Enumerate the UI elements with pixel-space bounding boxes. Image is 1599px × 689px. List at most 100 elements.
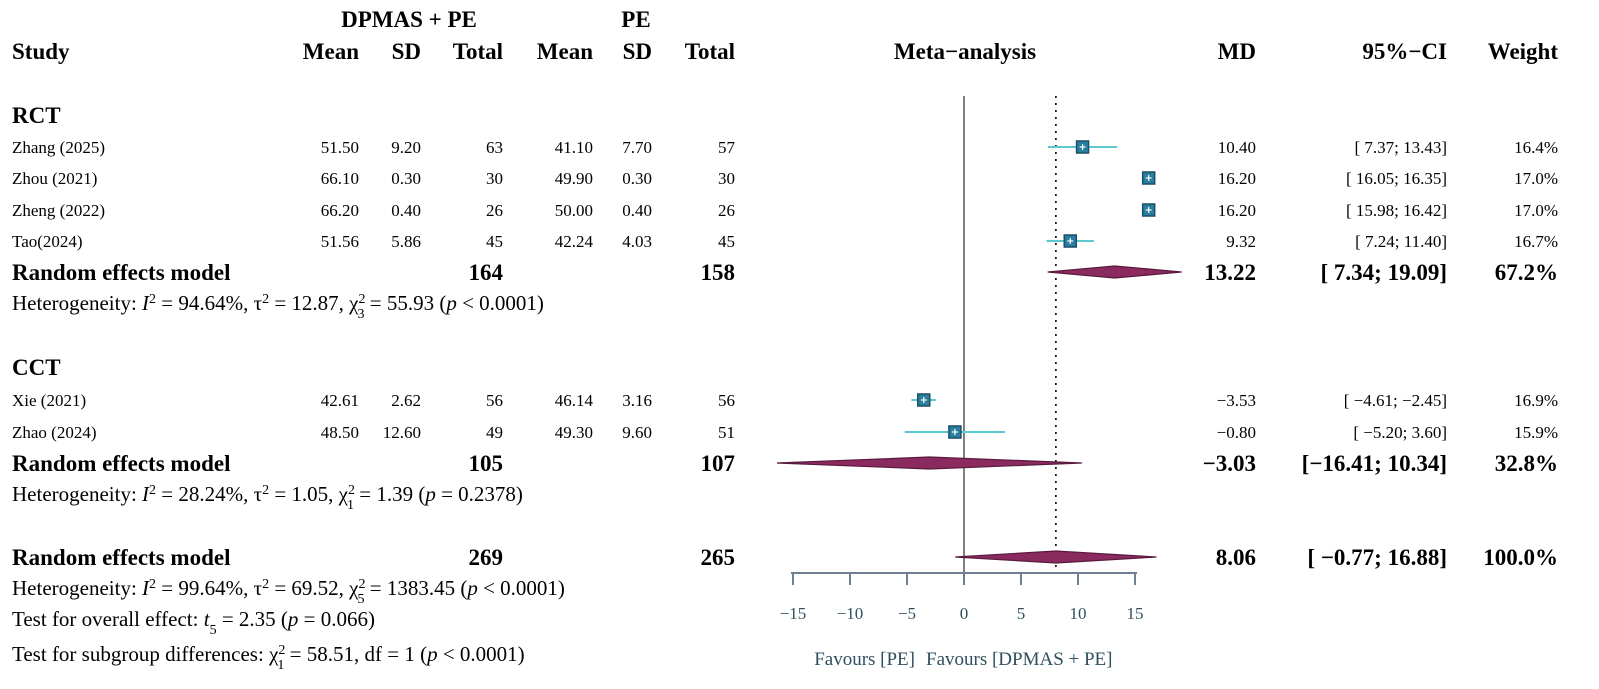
study-name: Zhang (2025)	[12, 138, 105, 157]
mean-exp: 66.20	[321, 201, 359, 220]
sd-exp: 0.30	[391, 169, 421, 188]
md-value: −0.80	[1217, 423, 1256, 442]
weight-value: 17.0%	[1514, 201, 1558, 220]
mean-ctl: 50.00	[555, 201, 593, 220]
favours-right-label: Favours [DPMAS + PE]	[926, 649, 1112, 670]
total-ctl: 30	[718, 169, 735, 188]
total-ctl: 57	[718, 138, 736, 157]
subgroup-rct-summary-ci: [ 7.34; 19.09]	[1321, 260, 1447, 285]
md-value: 9.32	[1226, 232, 1256, 251]
chart-title: Meta−analysis	[894, 39, 1036, 64]
column-header-ci: 95%−CI	[1362, 39, 1447, 64]
study-name: Tao(2024)	[12, 232, 83, 251]
column-header-study: Study	[12, 39, 70, 64]
summary-diamond	[776, 456, 1082, 470]
heterogeneity-overall: Heterogeneity: I2 = 99.64%, τ2 = 69.52, …	[12, 576, 565, 607]
column-header-mean-ctl: Mean	[537, 39, 593, 64]
mean-exp: 48.50	[321, 423, 359, 442]
ci-value: [ 7.24; 11.40]	[1355, 232, 1447, 251]
sd-ctl: 0.30	[622, 169, 652, 188]
subgroup-cct-summary-total-exp: 105	[469, 451, 504, 476]
sd-ctl: 4.03	[622, 232, 652, 251]
study-name: Zhou (2021)	[12, 169, 97, 188]
test-overall-effect: Test for overall effect: t5 = 2.35 (p = …	[12, 607, 375, 638]
md-value: 16.20	[1218, 201, 1256, 220]
overall-summary-weight: 100.0%	[1483, 545, 1558, 570]
total-ctl: 26	[718, 201, 735, 220]
overall-summary-md: 8.06	[1216, 545, 1256, 570]
study-name: Zhao (2024)	[12, 423, 97, 442]
total-ctl: 56	[718, 391, 735, 410]
column-header-md: MD	[1218, 39, 1256, 64]
weight-value: 15.9%	[1514, 423, 1558, 442]
overall-summary-label: Random effects model	[12, 545, 230, 570]
total-exp: 45	[486, 232, 503, 251]
sd-ctl: 0.40	[622, 201, 652, 220]
weight-value: 17.0%	[1514, 169, 1558, 188]
sd-ctl: 9.60	[622, 423, 652, 442]
total-exp: 56	[486, 391, 503, 410]
subgroup-label-rct: RCT	[12, 103, 61, 128]
ci-value: [ −5.20; 3.60]	[1353, 423, 1447, 442]
summary-diamond	[1047, 265, 1182, 279]
subgroup-rct-summary-total-exp: 164	[469, 260, 504, 285]
md-value: −3.53	[1217, 391, 1256, 410]
mean-ctl: 46.14	[555, 391, 594, 410]
total-ctl: 51	[718, 423, 735, 442]
total-ctl: 45	[718, 232, 735, 251]
group-header-experimental: DPMAS + PE	[341, 7, 477, 32]
overall-summary-total-exp: 269	[469, 545, 504, 570]
x-tick-label: 15	[1127, 604, 1144, 623]
subgroup-cct-summary-md: −3.03	[1203, 451, 1256, 476]
heterogeneity-rct: Heterogeneity: I2 = 94.64%, τ2 = 12.87, …	[12, 291, 544, 322]
sd-exp: 9.20	[391, 138, 421, 157]
mean-exp: 42.61	[321, 391, 359, 410]
subgroup-label-cct: CCT	[12, 355, 61, 380]
subgroup-rct-summary-label: Random effects model	[12, 260, 230, 285]
weight-value: 16.4%	[1514, 138, 1558, 157]
sd-ctl: 7.70	[622, 138, 652, 157]
sd-exp: 12.60	[383, 423, 421, 442]
mean-ctl: 41.10	[555, 138, 593, 157]
column-header-weight: Weight	[1488, 39, 1559, 64]
sd-exp: 5.86	[391, 232, 421, 251]
x-tick-label: 0	[960, 604, 969, 623]
x-tick-label: −5	[898, 604, 916, 623]
weight-value: 16.7%	[1514, 232, 1558, 251]
subgroup-rct-summary-weight: 67.2%	[1495, 260, 1558, 285]
test-subgroup-differences: Test for subgroup differences: χ2 1 = 58.…	[12, 642, 525, 673]
sd-exp: 0.40	[391, 201, 421, 220]
mean-ctl: 49.30	[555, 423, 593, 442]
x-tick-label: −15	[780, 604, 807, 623]
column-header-mean-exp: Mean	[303, 39, 359, 64]
group-header-control: PE	[621, 7, 650, 32]
ci-value: [ −4.61; −2.45]	[1344, 391, 1447, 410]
mean-exp: 66.10	[321, 169, 359, 188]
sd-ctl: 3.16	[622, 391, 652, 410]
subgroup-cct-summary-ci: [−16.41; 10.34]	[1302, 451, 1447, 476]
subgroup-cct-summary-total-ctl: 107	[701, 451, 736, 476]
study-name: Xie (2021)	[12, 391, 86, 410]
ci-value: [ 15.98; 16.42]	[1346, 201, 1447, 220]
mean-exp: 51.50	[321, 138, 359, 157]
subgroup-cct-summary-weight: 32.8%	[1495, 451, 1558, 476]
overall-summary-ci: [ −0.77; 16.88]	[1307, 545, 1447, 570]
column-header-total-exp: Total	[453, 39, 503, 64]
mean-exp: 51.56	[321, 232, 359, 251]
subgroup-rct-summary-total-ctl: 158	[701, 260, 736, 285]
subgroup-cct-summary-label: Random effects model	[12, 451, 230, 476]
column-header-sd-exp: SD	[392, 39, 421, 64]
summary-diamond	[955, 550, 1157, 564]
md-value: 10.40	[1218, 138, 1256, 157]
x-tick-label: 10	[1070, 604, 1087, 623]
overall-summary-total-ctl: 265	[701, 545, 736, 570]
mean-ctl: 42.24	[555, 232, 594, 251]
x-tick-label: 5	[1017, 604, 1026, 623]
heterogeneity-cct: Heterogeneity: I2 = 28.24%, τ2 = 1.05, χ…	[12, 482, 523, 513]
total-exp: 49	[486, 423, 503, 442]
subgroup-rct-summary-md: 13.22	[1204, 260, 1256, 285]
total-exp: 26	[486, 201, 503, 220]
x-tick-label: −10	[837, 604, 864, 623]
weight-value: 16.9%	[1514, 391, 1558, 410]
